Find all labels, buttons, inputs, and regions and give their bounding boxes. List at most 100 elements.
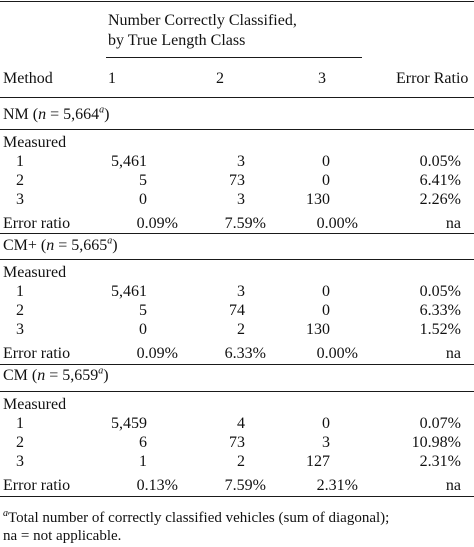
error-ratio-cell: 7.59%	[224, 477, 266, 494]
error-ratio-label: Error ratio	[3, 345, 71, 362]
measured-label: Measured	[3, 264, 67, 281]
count-cell: 5	[139, 172, 147, 189]
header-bottom-rule	[0, 97, 474, 98]
n-value: = 5,665	[54, 237, 108, 254]
error-ratio-label: Error ratio	[3, 215, 71, 232]
error-ratio-cell: 0.09%	[136, 215, 178, 232]
column-group-rule	[106, 57, 362, 58]
count-cell: 1	[139, 453, 147, 470]
count-cell: 0	[322, 415, 330, 432]
section-title: CM (n = 5,659a)	[3, 365, 109, 385]
section-rule	[0, 391, 474, 392]
count-cell: 2	[237, 321, 245, 338]
count-cell: 3	[237, 191, 245, 208]
measured-class-label: 3	[16, 191, 24, 208]
count-cell: 127	[306, 453, 330, 470]
count-cell: 0	[139, 191, 147, 208]
header-class-3: 3	[318, 70, 326, 87]
n-symbol: n	[46, 237, 55, 254]
section-rule	[0, 129, 474, 130]
measured-label: Measured	[3, 396, 67, 413]
footnote-ref: a	[107, 235, 113, 247]
header-class-1: 1	[108, 70, 116, 87]
error-ratio-cell: 7.59%	[224, 215, 266, 232]
error-ratio-cell: na	[445, 345, 461, 362]
n-value: = 5,659	[45, 367, 99, 384]
measured-class-label: 3	[16, 453, 24, 470]
method-name: CM	[3, 367, 28, 384]
method-name: CM+	[3, 237, 37, 254]
error-ratio-cell: 2.31%	[316, 477, 358, 494]
n-symbol: n	[38, 106, 47, 123]
error-ratio-cell: na	[445, 215, 461, 232]
error-ratio-cell: 0.07%	[419, 415, 461, 432]
paren-open: (	[28, 106, 39, 123]
error-ratio-cell: 0.09%	[136, 345, 178, 362]
paren-open: (	[36, 237, 47, 254]
count-cell: 3	[322, 434, 330, 451]
count-cell: 73	[229, 172, 245, 189]
error-ratio-cell: 1.52%	[419, 321, 461, 338]
measured-class-label: 2	[16, 434, 24, 451]
count-cell: 5	[139, 302, 147, 319]
error-ratio-cell: 6.33%	[224, 345, 266, 362]
error-ratio-cell: 0.00%	[316, 345, 358, 362]
section-title: CM+ (n = 5,665a)	[3, 235, 118, 255]
section-rule	[0, 259, 474, 260]
paren-open: (	[27, 367, 38, 384]
footnote-line2: na = not applicable.	[3, 528, 122, 544]
error-ratio-cell: 2.26%	[419, 191, 461, 208]
table-bottom-rule	[0, 496, 474, 497]
section-title: NM (n = 5,664a)	[3, 104, 110, 124]
footnote-ref: a	[98, 365, 104, 377]
paren-close: )	[104, 106, 110, 123]
header-error-ratio: Error Ratio	[396, 70, 469, 87]
error-ratio-cell: 0.05%	[419, 153, 461, 170]
count-cell: 4	[237, 415, 245, 432]
count-cell: 3	[237, 153, 245, 170]
footnote-marker: a	[3, 508, 8, 519]
error-ratio-label: Error ratio	[3, 477, 71, 494]
count-cell: 73	[229, 434, 245, 451]
count-cell: 2	[237, 453, 245, 470]
count-cell: 0	[322, 153, 330, 170]
error-ratio-cell: 10.98%	[411, 434, 461, 451]
measured-class-label: 2	[16, 172, 24, 189]
error-ratio-cell: na	[445, 477, 461, 494]
error-ratio-cell: 6.33%	[419, 302, 461, 319]
paren-close: )	[103, 367, 109, 384]
column-group-header-line2: by True Length Class	[108, 32, 246, 49]
header-class-2: 2	[216, 70, 224, 87]
count-cell: 0	[322, 283, 330, 300]
count-cell: 5,461	[111, 153, 147, 170]
count-cell: 3	[237, 283, 245, 300]
count-cell: 130	[306, 321, 330, 338]
count-cell: 0	[139, 321, 147, 338]
header-method: Method	[3, 70, 53, 87]
count-cell: 0	[322, 172, 330, 189]
table-top-rule	[0, 1, 474, 2]
error-ratio-cell: 6.41%	[419, 172, 461, 189]
count-cell: 0	[322, 302, 330, 319]
footnote-text-1: Total number of correctly classified veh…	[8, 510, 390, 526]
footnote-ref: a	[99, 104, 105, 116]
count-cell: 6	[139, 434, 147, 451]
error-ratio-cell: 0.00%	[316, 215, 358, 232]
section-end-rule	[0, 233, 474, 234]
error-ratio-cell: 0.13%	[136, 477, 178, 494]
measured-class-label: 1	[16, 415, 24, 432]
measured-class-label: 1	[16, 283, 24, 300]
measured-class-label: 1	[16, 153, 24, 170]
error-ratio-cell: 0.05%	[419, 283, 461, 300]
count-cell: 130	[306, 191, 330, 208]
error-ratio-cell: 2.31%	[419, 453, 461, 470]
paren-close: )	[112, 237, 118, 254]
count-cell: 5,461	[111, 283, 147, 300]
count-cell: 5,459	[111, 415, 147, 432]
section-end-rule	[0, 364, 474, 365]
measured-label: Measured	[3, 134, 67, 151]
footnote-line1: aTotal number of correctly classified ve…	[3, 509, 389, 527]
count-cell: 74	[229, 302, 245, 319]
method-name: NM	[3, 106, 29, 123]
column-group-header-line1: Number Correctly Classified,	[108, 12, 297, 29]
